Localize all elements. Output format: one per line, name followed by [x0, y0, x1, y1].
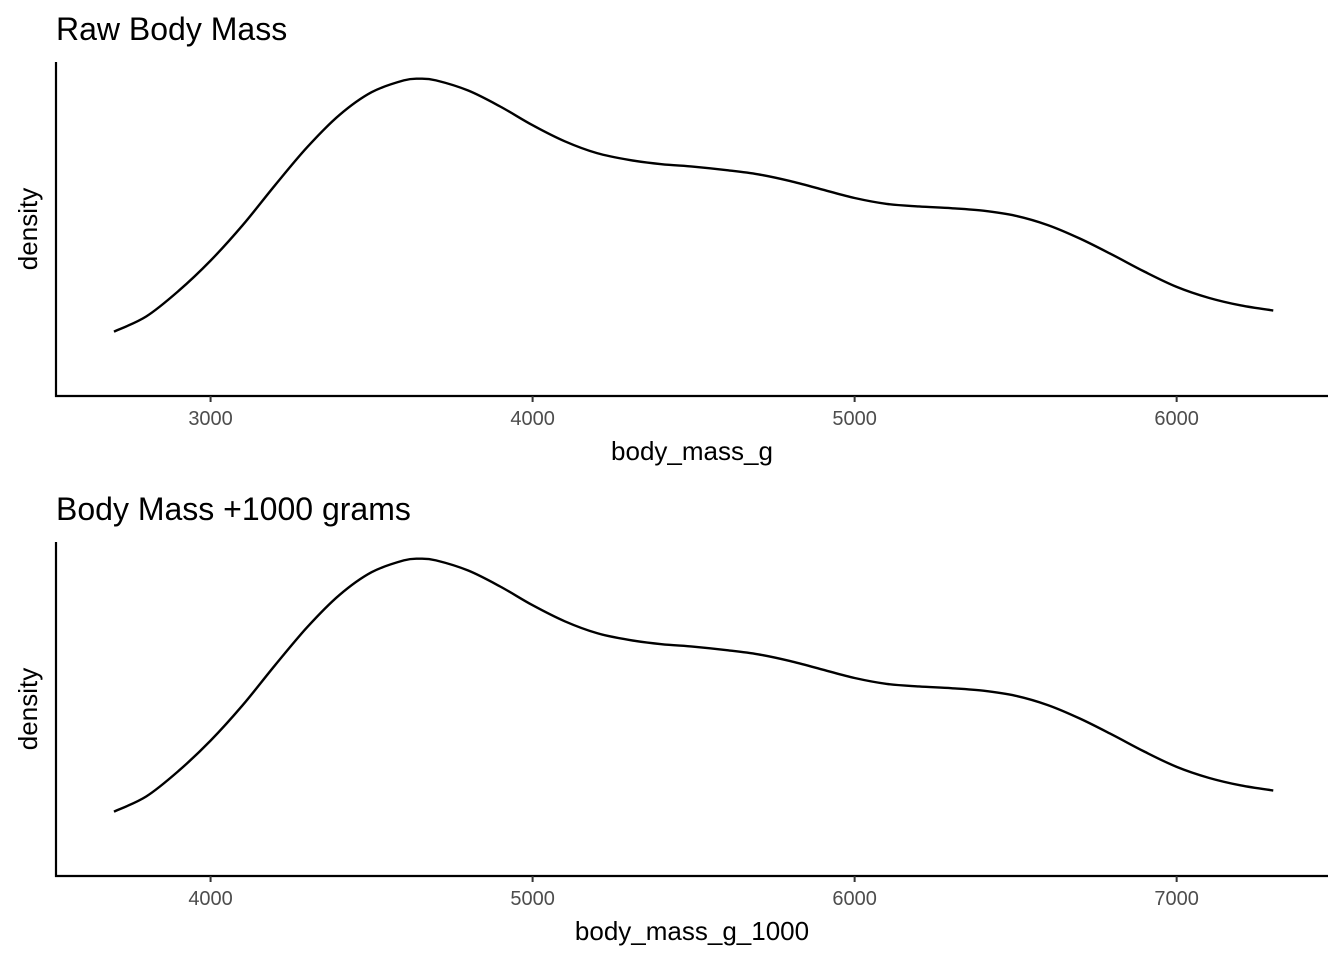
- panel-body-mass-plus-1000: Body Mass +1000 grams 4000 5000 6000 7000 b…: [13, 491, 1328, 946]
- x-tick-label: 5000: [832, 408, 877, 430]
- x-tick-label: 4000: [510, 408, 555, 430]
- panel-raw-body-mass: Raw Body Mass 3000 4000 5000 6000 body_mass…: [13, 11, 1328, 466]
- x-tick-label: 5000: [510, 888, 555, 910]
- x-axis-title: body_mass_g_1000: [575, 916, 809, 946]
- chart-title: Body Mass +1000 grams: [56, 491, 411, 527]
- x-tick-label: 6000: [832, 888, 877, 910]
- density-line: [113, 77, 1274, 333]
- x-tick-label: 6000: [1154, 408, 1199, 430]
- x-axis-title: body_mass_g: [611, 436, 773, 466]
- density-line: [113, 557, 1274, 813]
- x-tick-label: 3000: [188, 408, 233, 430]
- x-ticks: 3000 4000 5000 6000: [188, 396, 1199, 430]
- chart-title: Raw Body Mass: [56, 11, 287, 47]
- y-axis-title: density: [13, 188, 43, 270]
- y-axis-title: density: [13, 668, 43, 750]
- x-tick-label: 4000: [188, 888, 233, 910]
- x-tick-label: 7000: [1154, 888, 1199, 910]
- x-ticks: 4000 5000 6000 7000: [188, 876, 1199, 910]
